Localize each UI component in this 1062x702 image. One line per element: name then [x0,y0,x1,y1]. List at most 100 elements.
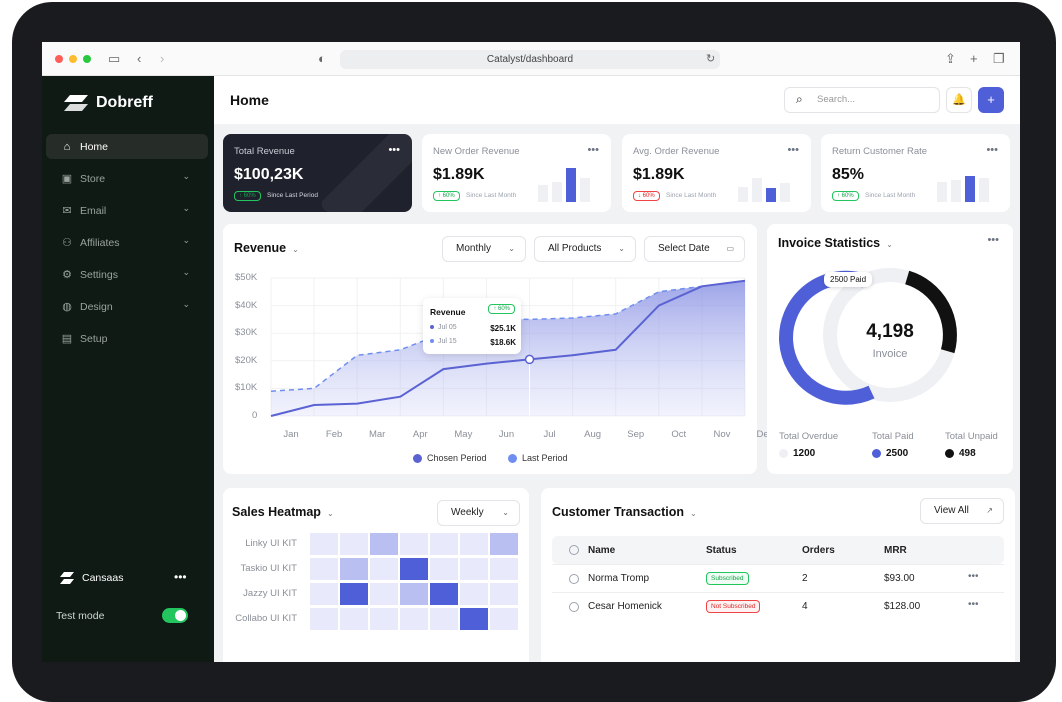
date-picker[interactable]: Select Date ▭ [644,236,745,262]
heatmap-cell[interactable] [310,583,338,605]
shield-icon: ◐ [318,51,326,66]
x-tick-label: Oct [671,429,687,440]
close-window-button[interactable] [55,55,63,63]
reload-icon[interactable]: ↻ [706,53,716,65]
revenue-title[interactable]: Revenue ⌄ [234,241,299,255]
minimize-window-button[interactable] [69,55,77,63]
heatmap-cell[interactable] [340,558,368,580]
heatmap-cell[interactable] [430,558,458,580]
search-input[interactable]: Search... [784,87,940,113]
column-header-orders[interactable]: Orders [802,545,835,556]
view-all-button[interactable]: View All ↗ [920,498,1004,524]
add-button[interactable]: + [978,87,1004,113]
products-select[interactable]: All Products ⌄ [534,236,636,262]
test-mode-toggle[interactable] [162,608,188,623]
stat-card[interactable]: Total Revenue $100,23K ↑ 60% Since Last Per… [223,134,412,212]
notification-bell-icon[interactable]: 🔔 [946,87,972,113]
heatmap-cell[interactable] [490,558,518,580]
chevron-down-icon: ⌄ [502,508,509,517]
sidebar-item-design[interactable]: ◍ Design ⌄ [46,294,208,319]
more-icon[interactable]: ••• [986,144,998,156]
more-icon[interactable]: ••• [388,144,400,156]
sidebar-item-label: Email [80,204,107,217]
invoice-title[interactable]: Invoice Statistics ⌄ [778,236,893,250]
period-select[interactable]: Monthly ⌄ [442,236,526,262]
heatmap-cell[interactable] [310,608,338,630]
row-checkbox[interactable] [569,602,579,612]
tooltip-badge: ↑ 60% [488,304,515,314]
x-tick-label: Apr [412,429,428,440]
heatmap-cell[interactable] [460,608,488,630]
sidebar-item-settings[interactable]: ⚙ Settings ⌄ [46,262,208,287]
column-header-mrr[interactable]: MRR [884,545,907,556]
heatmap-cell[interactable] [490,583,518,605]
sidebar-toggle-icon[interactable]: ▭ [108,51,121,66]
tabs-overview-icon[interactable]: ❐ [993,51,1005,66]
more-icon[interactable]: ••• [587,144,599,156]
heatmap-cell[interactable] [340,583,368,605]
heatmap-cell[interactable] [370,558,398,580]
setup-icon: ▤ [61,333,73,345]
sidebar-item-home[interactable]: ⌂ Home [46,134,208,159]
workspace-more-icon[interactable]: ••• [174,570,187,584]
heatmap-cell[interactable] [400,533,428,555]
heatmap-cell[interactable] [430,583,458,605]
chevron-down-icon: ⌄ [182,171,190,181]
y-tick-label: $30K [235,327,258,339]
heatmap-cell[interactable] [490,533,518,555]
heatmap-cell[interactable] [430,608,458,630]
heatmap-cell[interactable] [340,533,368,555]
stat-label: Total Revenue [234,146,295,157]
table-row[interactable]: Norma Tromp Subscribed 2 $93.00 ••• [552,564,1004,592]
row-more-icon[interactable]: ••• [968,599,979,610]
heatmap-cell[interactable] [400,558,428,580]
back-icon[interactable]: ‹ [137,51,142,66]
mini-bar [566,168,576,202]
heatmap-cell[interactable] [400,583,428,605]
sidebar-item-email[interactable]: ✉ Email ⌄ [46,198,208,223]
heatmap-cell[interactable] [460,583,488,605]
heatmap-cell[interactable] [370,608,398,630]
x-tick-label: Jun [498,429,515,440]
brand-logo[interactable]: Dobreff [64,94,153,112]
heatmap-cell[interactable] [370,583,398,605]
more-icon[interactable]: ••• [787,144,799,156]
address-bar[interactable]: Catalyst/dashboard [340,50,720,69]
invoice-more-icon[interactable]: ••• [987,234,999,246]
share-icon[interactable]: ⇪ [945,51,956,66]
heatmap-cell[interactable] [310,558,338,580]
table-row[interactable]: Cesar Homenick Not Subscribed 4 $128.00 ••• [552,592,1004,620]
heatmap-title[interactable]: Sales Heatmap ⌄ [232,505,334,519]
heatmap-cell[interactable] [460,533,488,555]
stat-card[interactable]: New Order Revenue $1.89K ↑ 60% Since Last M… [422,134,611,212]
column-header-status[interactable]: Status [706,545,737,556]
forward-icon[interactable]: › [160,51,165,66]
hover-point[interactable] [524,354,535,365]
stat-period: Since Last Month [666,192,717,199]
sidebar-item-setup[interactable]: ▤ Setup [46,326,208,351]
heatmap-cell[interactable] [460,558,488,580]
stat-card[interactable]: Return Customer Rate 85% ↑ 60% Since Last M… [821,134,1010,212]
heatmap-cell[interactable] [490,608,518,630]
heatmap-cell[interactable] [400,608,428,630]
heatmap-cell[interactable] [370,533,398,555]
column-header-name[interactable]: Name [588,545,616,556]
row-checkbox[interactable] [569,574,579,584]
legend-last-period: Last Period [508,453,568,463]
heatmap-cell[interactable] [340,608,368,630]
maximize-window-button[interactable] [83,55,91,63]
row-more-icon[interactable]: ••• [968,571,979,582]
sidebar-item-store[interactable]: ▣ Store ⌄ [46,166,208,191]
select-all-checkbox[interactable] [569,545,579,555]
stat-period: Since Last Month [466,192,517,199]
sidebar-item-affiliates[interactable]: ⚇ Affiliates ⌄ [46,230,208,255]
heatmap-cell[interactable] [310,533,338,555]
workspace-switcher[interactable]: Cansaas [60,572,123,584]
heatmap-period-select[interactable]: Weekly ⌄ [437,500,520,526]
new-tab-icon[interactable]: + [970,51,978,66]
invoice-card: Invoice Statistics ⌄ ••• 2500 Paid 4,198 … [767,224,1013,474]
stat-card[interactable]: Avg. Order Revenue $1.89K ↓ 60% Since Last … [622,134,811,212]
heatmap-cell[interactable] [430,533,458,555]
transactions-title[interactable]: Customer Transaction ⌄ [552,505,697,519]
stat-value: $100,23K [234,166,304,183]
